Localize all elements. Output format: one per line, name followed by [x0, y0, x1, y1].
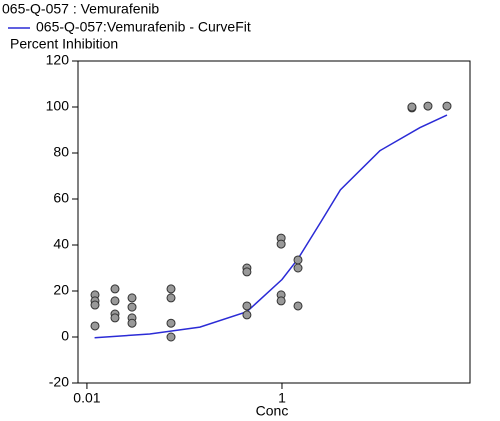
data-point [166, 318, 176, 328]
y-tick-label: 20 [53, 282, 69, 298]
data-point [423, 101, 433, 111]
data-point [276, 296, 286, 306]
data-point [242, 267, 252, 277]
data-point [127, 293, 137, 303]
x-tick-label: 0.01 [73, 390, 100, 406]
data-point [166, 284, 176, 294]
y-tick-label: 80 [53, 144, 69, 160]
y-tick-label: 100 [46, 98, 70, 114]
x-axis-label: Conc [256, 403, 289, 419]
data-point [166, 293, 176, 303]
data-point [276, 239, 286, 249]
data-point [110, 313, 120, 323]
legend-label: 065-Q-057:Vemurafenib - CurveFit [36, 19, 251, 35]
data-point [293, 255, 303, 265]
data-point [110, 296, 120, 306]
data-point [90, 321, 100, 331]
y-tick-label: 0 [61, 328, 69, 344]
y-tick-label: 40 [53, 236, 69, 252]
plot-frame [77, 60, 471, 384]
data-point [242, 301, 252, 311]
data-point [110, 284, 120, 294]
data-point [127, 302, 137, 312]
x-tick-label: 1 [278, 390, 286, 406]
y-tick-label: 60 [53, 190, 69, 206]
y-axis-label: Percent Inhibition [10, 36, 118, 52]
legend-label: 065-Q-057 : Vemurafenib [2, 1, 159, 17]
data-point [293, 263, 303, 273]
data-point [442, 101, 452, 111]
data-point [90, 300, 100, 310]
data-point [127, 318, 137, 328]
curve-fit [94, 114, 448, 339]
data-point [293, 301, 303, 311]
y-tick-label: 120 [46, 52, 70, 68]
data-point [166, 332, 176, 342]
data-point [407, 102, 417, 112]
data-point [242, 310, 252, 320]
y-tick-label: -20 [49, 374, 69, 390]
